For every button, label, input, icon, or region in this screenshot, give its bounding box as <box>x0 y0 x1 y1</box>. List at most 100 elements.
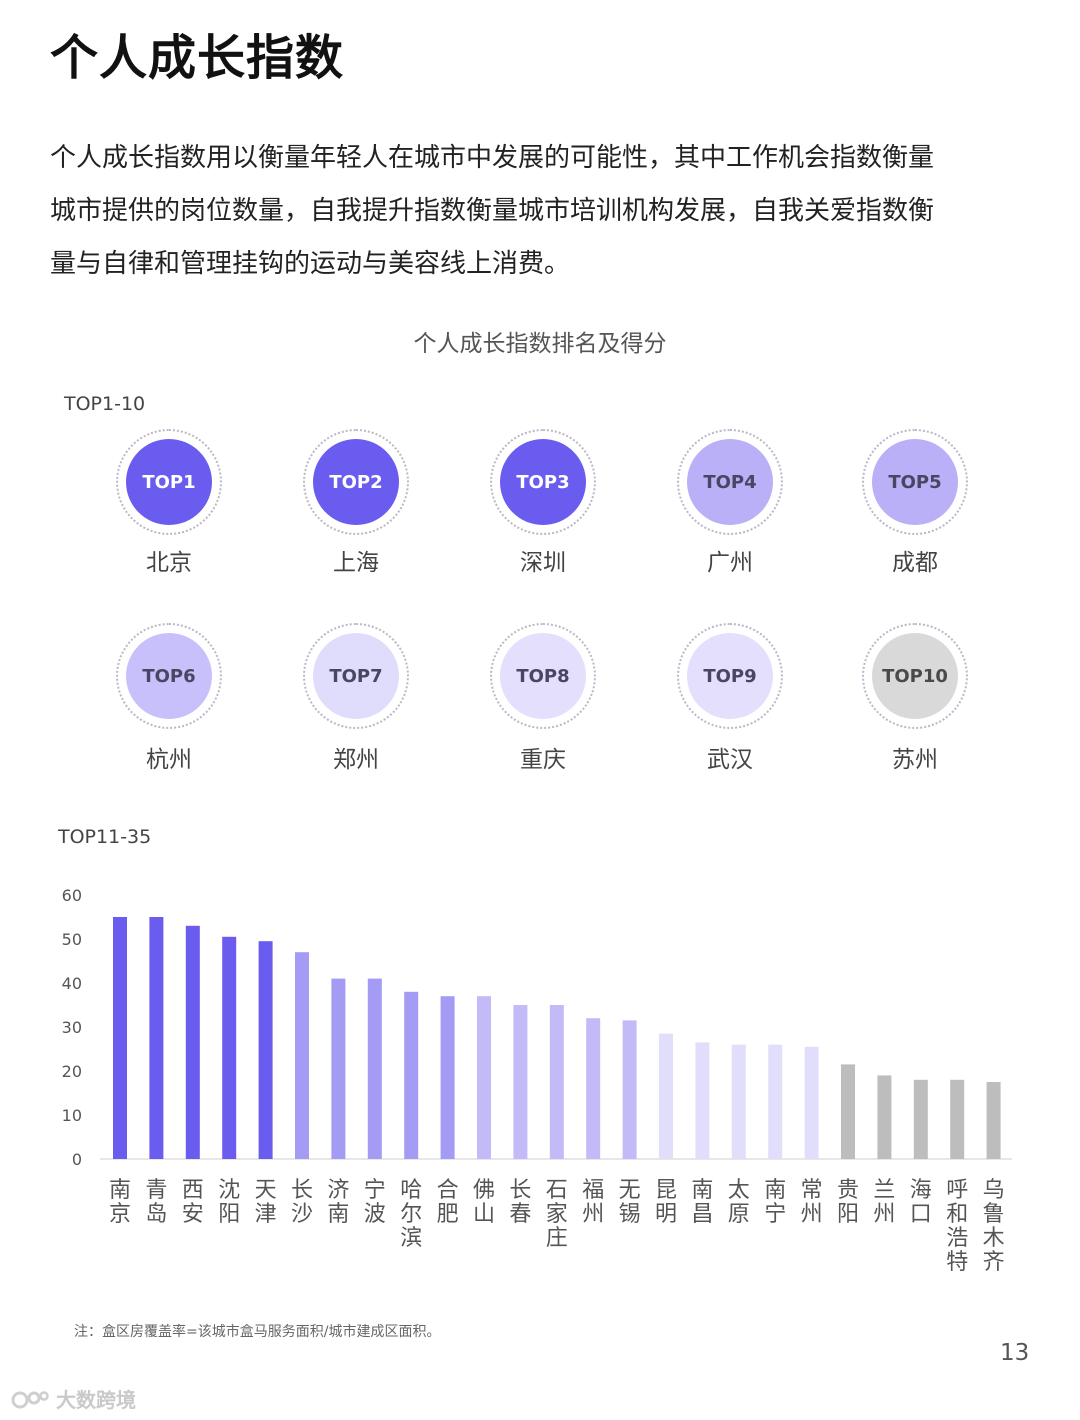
bar <box>622 1020 637 1159</box>
rank-city-name: 武汉 <box>707 747 753 773</box>
x-tick-label: 太原 <box>728 1178 750 1227</box>
bar <box>149 917 164 1159</box>
x-tick-label: 长沙 <box>291 1178 313 1227</box>
bar <box>549 1005 564 1159</box>
top11-35-label: TOP11-35 <box>58 826 152 848</box>
y-tick-label: 50 <box>62 930 82 949</box>
bar <box>877 1075 892 1159</box>
bar <box>659 1033 673 1159</box>
rank-city-name: 深圳 <box>520 550 566 576</box>
footnote: 注：盒区房覆盖率=该城市盒马服务面积/城市建成区面积。 <box>74 1324 441 1340</box>
rank-label: TOP6 <box>126 633 212 719</box>
rank-badge-top7: TOP7 <box>303 623 409 729</box>
bar <box>185 925 200 1159</box>
x-tick-label: 天津 <box>255 1178 277 1227</box>
rank-badge-top8: TOP8 <box>490 623 596 729</box>
rank-badge-top6: TOP6 <box>116 623 222 729</box>
y-tick-label: 20 <box>62 1062 82 1081</box>
watermark-text: 大数跨境 <box>56 1388 136 1412</box>
bar <box>367 978 382 1159</box>
x-tick-label: 无锡 <box>619 1178 641 1227</box>
bar <box>731 1044 746 1159</box>
bar <box>258 941 273 1159</box>
x-tick-label: 合肥 <box>437 1178 459 1227</box>
rank-badge-top1: TOP1 <box>116 429 222 535</box>
x-tick-label: 呼和浩特 <box>946 1178 968 1275</box>
bar <box>841 1064 855 1159</box>
page-number: 13 <box>1000 1340 1030 1366</box>
rank-label: TOP3 <box>500 439 586 525</box>
x-tick-label: 济南 <box>327 1178 349 1227</box>
x-tick-label: 哈尔滨 <box>400 1178 422 1251</box>
watermark: 大数跨境 <box>10 1384 136 1413</box>
rank-city-name: 广州 <box>707 550 753 576</box>
x-tick-label: 沈阳 <box>218 1178 240 1227</box>
bar <box>404 991 419 1159</box>
rank-badge-top4: TOP4 <box>677 429 783 535</box>
y-tick-label: 0 <box>72 1150 82 1169</box>
rank-city-name: 成都 <box>892 550 938 576</box>
rank-badge-top5: TOP5 <box>862 429 968 535</box>
x-tick-label: 南昌 <box>691 1178 713 1227</box>
x-tick-label: 西安 <box>182 1178 204 1227</box>
rank-badge-top2: TOP2 <box>303 429 409 535</box>
rank-city-name: 上海 <box>333 550 379 576</box>
bar <box>113 917 127 1159</box>
y-tick-label: 10 <box>62 1106 82 1125</box>
bar <box>222 936 237 1159</box>
x-tick-label: 常州 <box>801 1178 823 1227</box>
bar <box>477 996 491 1159</box>
x-tick-label: 长春 <box>509 1178 531 1227</box>
rank-city-name: 重庆 <box>520 747 566 773</box>
x-tick-label: 宁波 <box>364 1178 386 1227</box>
x-tick-label: 青岛 <box>145 1178 167 1227</box>
rank-city-name: 杭州 <box>146 747 192 773</box>
x-tick-label: 贵阳 <box>837 1178 859 1227</box>
rank-label: TOP9 <box>687 633 773 719</box>
x-tick-label: 石家庄 <box>546 1178 568 1251</box>
bar <box>513 1005 528 1159</box>
bar <box>440 996 455 1159</box>
bar <box>331 978 346 1159</box>
bar <box>295 952 309 1159</box>
bar <box>804 1046 819 1159</box>
bar <box>950 1079 965 1159</box>
intro-line: 量与自律和管理挂钩的运动与美容线上消费。 <box>50 249 571 279</box>
x-tick-label: 福州 <box>582 1178 604 1227</box>
x-tick-label: 南京 <box>109 1178 131 1227</box>
intro-line: 城市提供的岗位数量，自我提升指数衡量城市培训机构发展，自我关爱指数衡 <box>50 196 935 226</box>
bar <box>986 1082 1001 1159</box>
intro-line: 个人成长指数用以衡量年轻人在城市中发展的可能性，其中工作机会指数衡量 <box>50 143 935 173</box>
rank-badge-top3: TOP3 <box>490 429 596 535</box>
page-title: 个人成长指数 <box>50 30 345 86</box>
y-tick-label: 60 <box>62 886 82 905</box>
x-tick-label: 佛山 <box>473 1178 495 1227</box>
rank-label: TOP7 <box>313 633 399 719</box>
bar <box>695 1042 710 1159</box>
bar <box>768 1044 783 1159</box>
y-tick-label: 30 <box>62 1018 82 1037</box>
rank-city-name: 苏州 <box>892 747 938 773</box>
rank-badge-top10: TOP10 <box>862 623 968 729</box>
x-tick-label: 乌鲁木齐 <box>983 1178 1005 1275</box>
bar <box>586 1018 601 1159</box>
rank-badge-top9: TOP9 <box>677 623 783 729</box>
rank-label: TOP4 <box>687 439 773 525</box>
rank-label: TOP5 <box>872 439 958 525</box>
x-tick-label: 海口 <box>910 1178 932 1227</box>
rank-label: TOP10 <box>872 633 958 719</box>
bar-chart: 0 10 20 30 40 50 60 南京青岛西安沈阳天津长沙济南宁波哈尔滨合肥佛山长春石家… <box>62 886 1012 1275</box>
rank-city-name: 郑州 <box>333 747 379 773</box>
bar <box>913 1079 928 1159</box>
top10-label: TOP1-10 <box>64 393 146 415</box>
rank-city-name: 北京 <box>146 550 192 576</box>
rank-label: TOP8 <box>500 633 586 719</box>
x-tick-label: 兰州 <box>873 1178 895 1227</box>
rank-label: TOP2 <box>313 439 399 525</box>
watermark-logo-icon <box>11 1390 49 1408</box>
chart-title: 个人成长指数排名及得分 <box>413 331 667 357</box>
x-tick-label: 南宁 <box>764 1178 786 1227</box>
intro-paragraph: 个人成长指数用以衡量年轻人在城市中发展的可能性，其中工作机会指数衡量 城市提供的… <box>50 132 1020 291</box>
x-tick-label: 昆明 <box>655 1178 677 1227</box>
rank-label: TOP1 <box>126 439 212 525</box>
